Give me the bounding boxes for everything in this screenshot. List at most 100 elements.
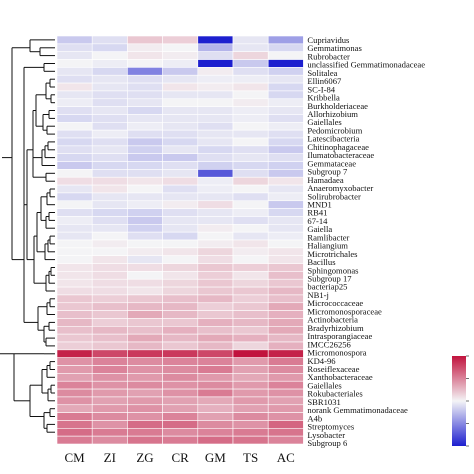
heatmap-cell (127, 137, 163, 147)
heatmap-cell (56, 255, 93, 264)
heatmap-cell (162, 404, 199, 413)
heatmap-cell (56, 161, 93, 170)
heatmap-cell (162, 137, 199, 147)
heatmap-cell (127, 286, 163, 296)
heatmap-cell (162, 106, 199, 115)
heatmap-cell (267, 341, 304, 351)
heatmap-cell (162, 90, 199, 100)
heatmap-cell (267, 365, 304, 374)
row-label: Micrococcaceae (307, 298, 363, 308)
heatmap-cell (197, 184, 234, 194)
heatmap-cell (232, 373, 269, 382)
heatmap-cell (127, 341, 163, 351)
heatmap-cell (162, 35, 199, 45)
heatmap-cell (197, 286, 234, 296)
row-label: IMCC26256 (307, 339, 351, 349)
heatmap-cell (197, 169, 234, 178)
heatmap-cell (232, 404, 269, 413)
heatmap-cell (267, 396, 304, 406)
heatmap-cell (232, 365, 269, 374)
row-label: Gaiellales (307, 380, 342, 390)
heatmap-cell (162, 420, 199, 429)
heatmap-cell (91, 161, 128, 170)
heatmap-cell (56, 51, 93, 60)
column-label: CR (172, 450, 190, 465)
heatmap-cell (197, 51, 234, 60)
heatmap-cell (127, 310, 163, 319)
heatmap-cell (91, 349, 128, 359)
heatmap-cell (56, 114, 93, 123)
heatmap-cell (56, 420, 93, 429)
heatmap-cell (56, 380, 93, 390)
row-label: Gaiella (307, 224, 332, 234)
heatmap-cell (91, 208, 128, 217)
heatmap-cell (56, 98, 93, 107)
heatmap-cell (162, 176, 199, 186)
heatmap-cell (127, 153, 163, 162)
heatmap-cell (127, 380, 163, 390)
heatmap-cell (197, 428, 234, 437)
heatmap-cell (162, 153, 199, 162)
heatmap-cell (232, 169, 269, 178)
heatmap-cell (267, 192, 304, 202)
heatmap-cell (197, 82, 234, 92)
heatmap-cell (197, 294, 234, 304)
heatmap-cell (162, 129, 199, 139)
row-label: Sphingomonas (307, 265, 359, 275)
heatmap-cell (56, 153, 93, 162)
heatmap-cell (56, 365, 93, 374)
heatmap-cell (127, 333, 163, 343)
heatmap-cell (91, 239, 128, 249)
heatmap-cell (197, 98, 234, 107)
heatmap-cell (197, 129, 234, 139)
row-label: Chitinophagaceae (307, 142, 369, 152)
heatmap-cell (267, 380, 304, 390)
heatmap-cell (127, 404, 163, 413)
heatmap-cell (91, 318, 128, 327)
heatmap-cell (267, 357, 304, 366)
heatmap-cell (267, 208, 304, 217)
heatmap-cell (232, 35, 269, 45)
heatmap-cell (91, 302, 128, 311)
heatmap-cell (127, 396, 163, 406)
heatmap-cell (56, 129, 93, 139)
heatmap-cell (267, 161, 304, 170)
heatmap-cell (91, 67, 128, 76)
heatmap-cell (56, 435, 93, 445)
heatmap-cell (127, 428, 163, 437)
heatmap-cell (267, 153, 304, 162)
heatmap-cell (197, 90, 234, 100)
heatmap-cell (162, 43, 199, 52)
heatmap-cell (56, 263, 93, 272)
heatmap-cell (127, 420, 163, 429)
heatmap-cell (232, 106, 269, 115)
heatmap-cell (91, 333, 128, 343)
heatmap-cell (127, 302, 163, 311)
heatmap-cell (197, 420, 234, 429)
heatmap-cell (197, 373, 234, 382)
heatmap-cell (197, 349, 234, 359)
heatmap-cell (127, 161, 163, 170)
heatmap-cell (197, 412, 234, 421)
row-label: Ellin6067 (307, 76, 342, 86)
column-label: ZI (104, 450, 116, 465)
heatmap-cell (197, 341, 234, 351)
heatmap-cell (267, 310, 304, 319)
row-label: Rubrobacter (307, 51, 350, 61)
heatmap-cell (56, 302, 93, 311)
heatmap-cell (91, 388, 128, 398)
heatmap-cell (232, 216, 269, 225)
heatmap-cell (197, 380, 234, 390)
row-labels: CupriavidusGemmatimonasRubrobacterunclas… (307, 35, 425, 448)
heatmap-cell (56, 216, 93, 225)
heatmap-cell (267, 373, 304, 382)
heatmap-cell (91, 74, 128, 84)
column-label: TS (243, 450, 258, 465)
heatmap-cell (197, 216, 234, 225)
row-label: Actinobacteria (307, 315, 358, 325)
heatmap-cell (127, 122, 163, 131)
heatmap-cell (232, 74, 269, 84)
heatmap-cell (162, 145, 199, 155)
heatmap-cell (91, 420, 128, 429)
row-label: Latescibacteria (307, 134, 359, 144)
